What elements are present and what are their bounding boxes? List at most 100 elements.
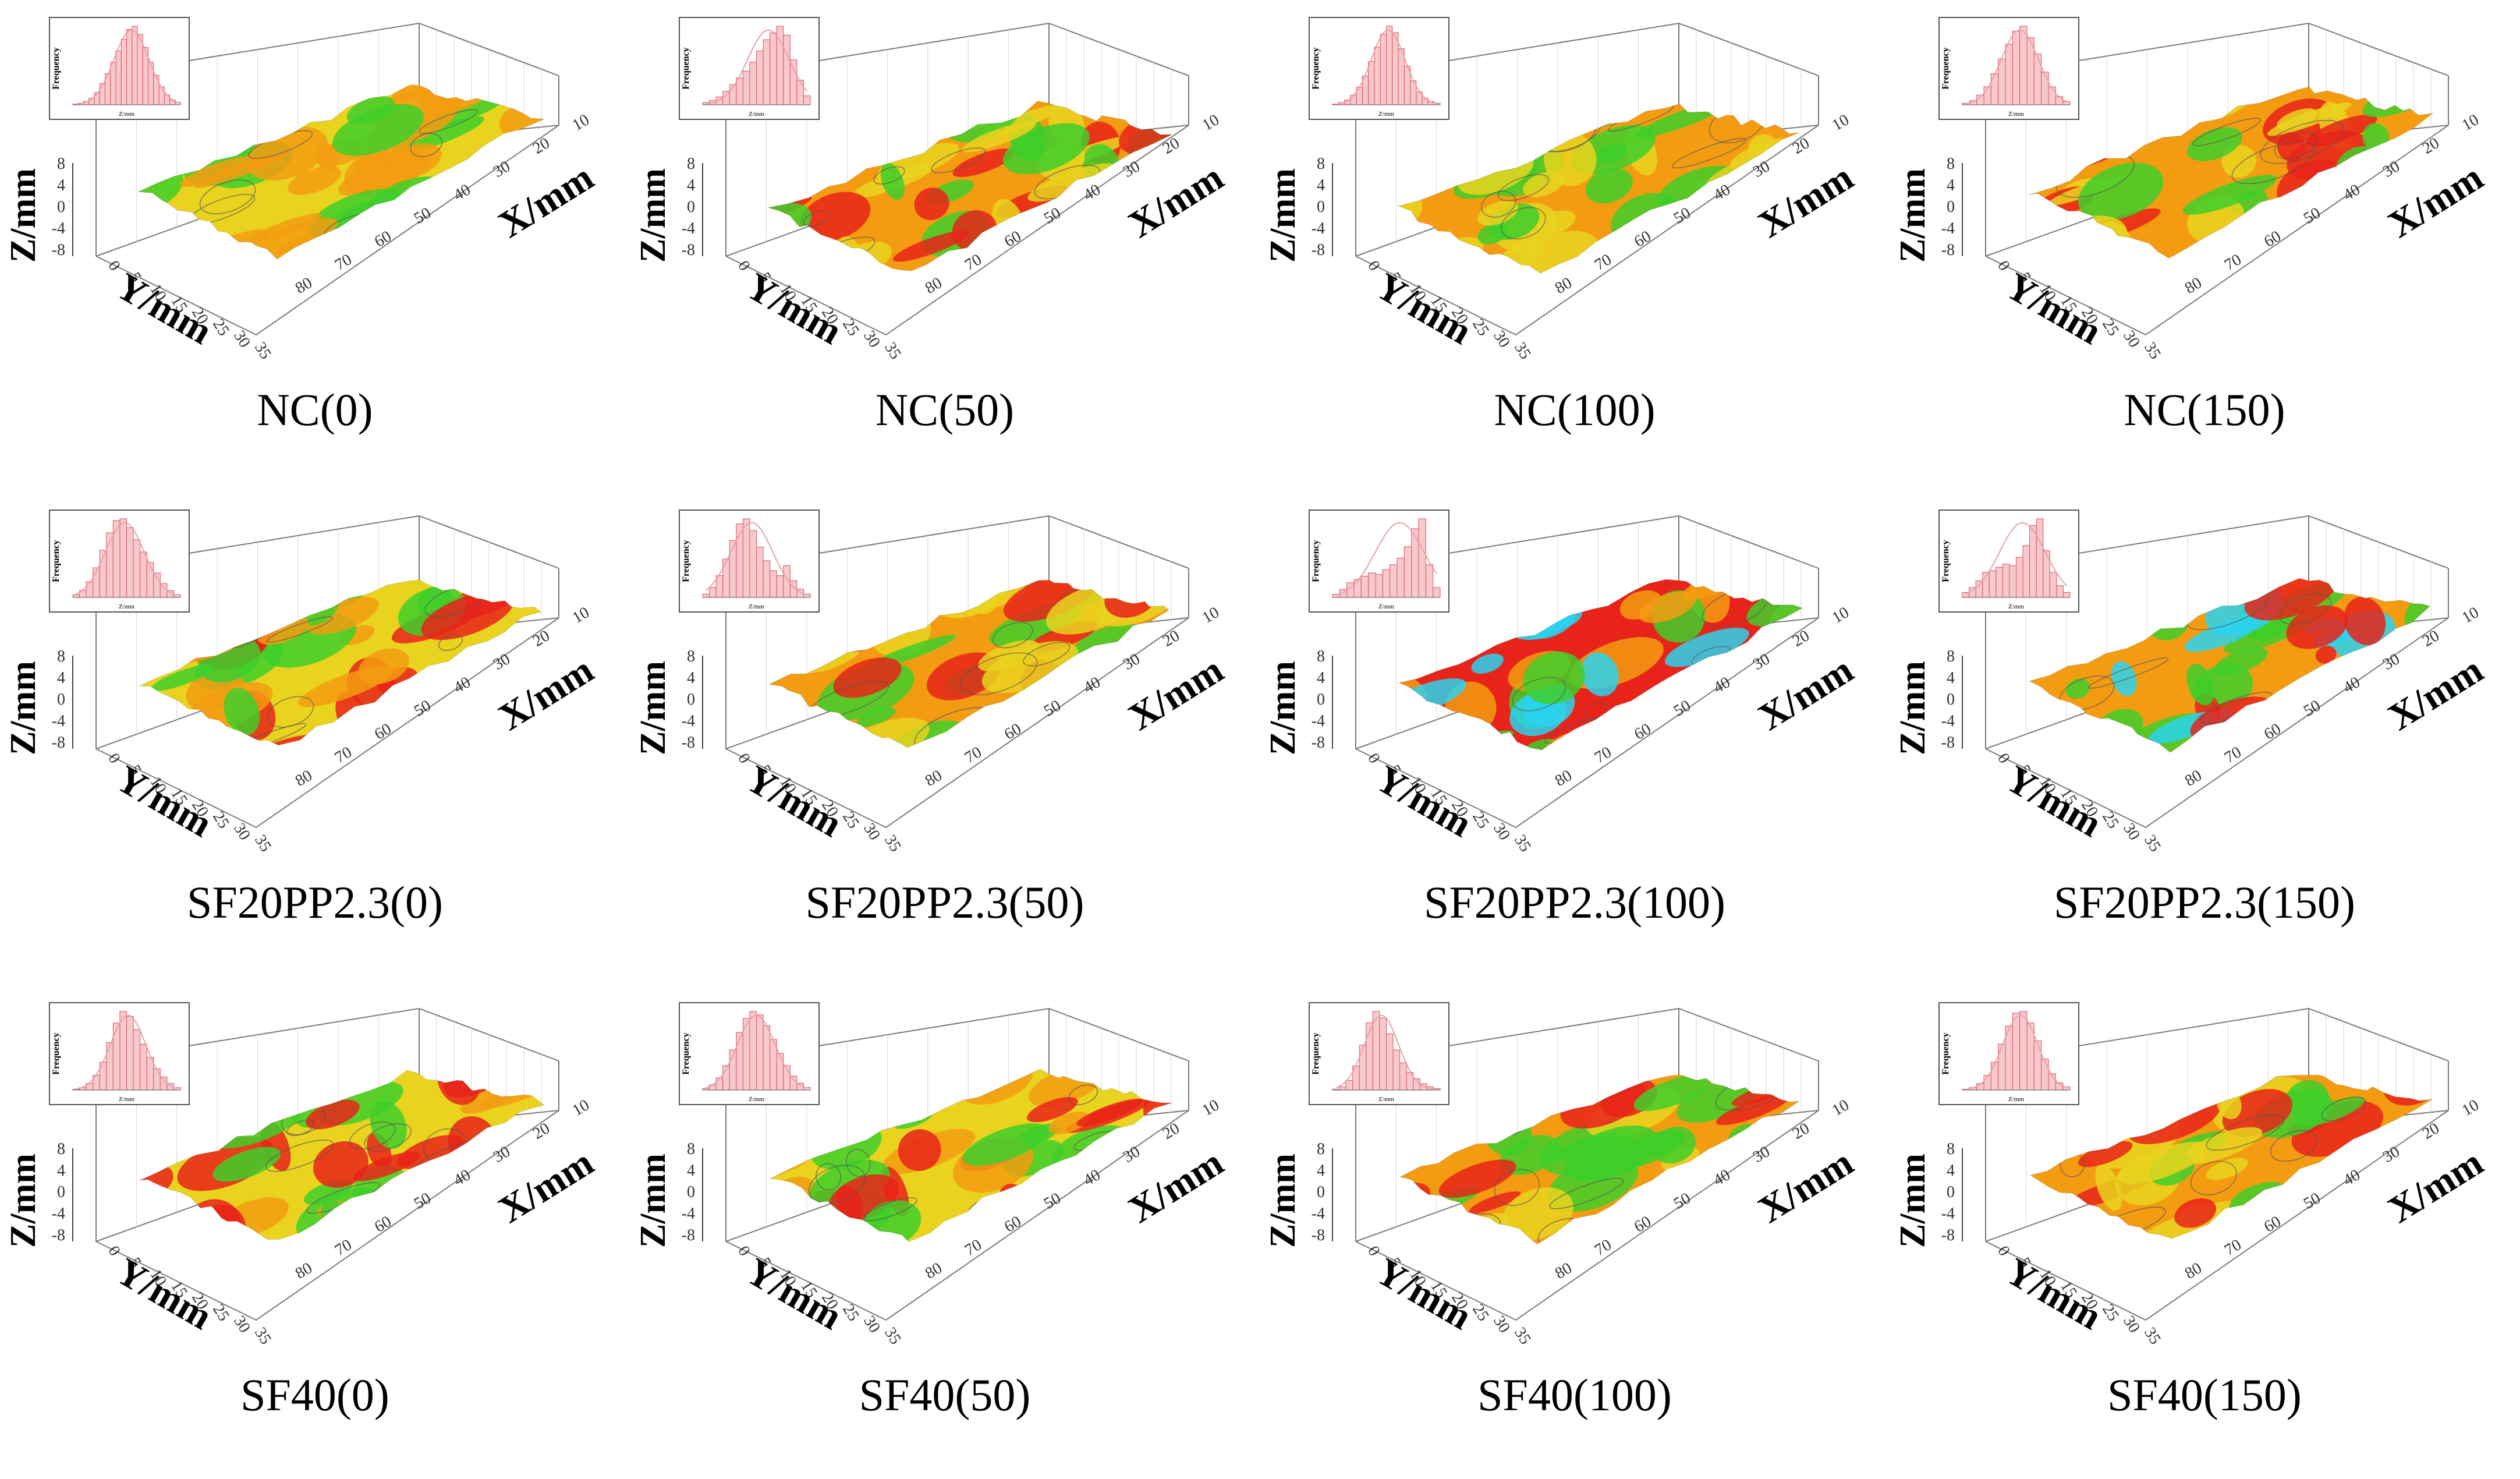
panel-caption: NC(50) xyxy=(876,384,1014,435)
contour-line xyxy=(1121,246,1172,271)
surface-blotch xyxy=(139,702,180,745)
z-tick-label: 4 xyxy=(1947,669,1955,687)
surface-blotch xyxy=(773,1141,803,1160)
histogram-inset: Frequency Z/mm xyxy=(1938,17,2079,120)
surface-blotch xyxy=(1596,143,1628,164)
x-tick-label: 80 xyxy=(1552,1259,1575,1283)
y-tick-label: 30 xyxy=(1490,1312,1514,1336)
surface-blotch xyxy=(2337,1214,2393,1239)
surface-blotch xyxy=(1048,243,1098,267)
contour-line xyxy=(816,1163,841,1191)
surface-blotch xyxy=(2095,1163,2122,1211)
surface-blotch xyxy=(2277,1208,2361,1239)
histogram-bar xyxy=(2019,1011,2028,1091)
surface-blotch xyxy=(1027,163,1117,202)
surface-blotch xyxy=(2078,578,2147,600)
z-axis-title: Z/mm xyxy=(1893,168,1933,263)
y-tick-label: 30 xyxy=(860,1312,884,1336)
y-axis-title: Y/mm xyxy=(109,1250,219,1338)
histogram-ylabel: Frequency xyxy=(51,1032,61,1075)
z-tick-label: 8 xyxy=(1947,647,1955,666)
surface-blotch xyxy=(297,579,331,610)
panel-caption: SF40(50) xyxy=(859,1370,1031,1420)
histogram-bar xyxy=(2056,585,2064,598)
y-axis-title: Y/mm xyxy=(1369,265,1479,353)
surface-blotch xyxy=(1465,579,1519,595)
z-axis-title: Z/mm xyxy=(633,661,673,755)
surface-blotch xyxy=(799,192,871,242)
x-tick-label: 40 xyxy=(451,1166,474,1190)
histogram-bar xyxy=(756,1014,764,1091)
histogram-bar xyxy=(742,518,750,598)
histogram-ylabel: Frequency xyxy=(681,540,691,582)
histogram-bar xyxy=(2033,54,2042,105)
z-tick-label: 8 xyxy=(687,647,695,666)
surface-blotch xyxy=(2346,204,2375,228)
histogram-inset: Frequency Z/mm xyxy=(49,17,190,120)
histogram-bar xyxy=(140,551,147,598)
histogram-bar xyxy=(709,587,717,598)
x-tick-label: 40 xyxy=(2340,181,2363,204)
y-tick-label: 30 xyxy=(860,820,884,843)
histogram-bar xyxy=(2009,565,2016,598)
surface-blotch xyxy=(180,155,255,187)
x-tick-label: 20 xyxy=(2419,1119,2443,1143)
surface-blotch xyxy=(1660,1170,1743,1219)
surface-blotch xyxy=(898,1129,941,1171)
surface-panel: 840-4-8Z/mm05101520253035Y/mm10203040506… xyxy=(1263,1002,1860,1420)
surface-blotch xyxy=(426,1203,501,1236)
z-axis-title: Z/mm xyxy=(633,168,673,263)
z-axis: 8 4 0 -4 -8 Z/mm xyxy=(3,1140,73,1248)
x-tick-label: 20 xyxy=(2419,627,2443,650)
surface-blotch xyxy=(1048,1111,1089,1135)
contour-line xyxy=(803,210,831,227)
x-tick-label: 80 xyxy=(2182,274,2205,298)
x-tick-label: 10 xyxy=(569,111,593,135)
x-tick-label: 50 xyxy=(411,696,434,720)
histogram-inset: Frequency Z/mm xyxy=(1938,509,2079,613)
z-tick-label: -8 xyxy=(1941,734,1955,752)
y-tick-label: 35 xyxy=(251,339,275,362)
contour-line xyxy=(2321,1096,2366,1121)
histogram-bar xyxy=(1379,1017,1387,1091)
contour-line xyxy=(960,652,1038,696)
histogram-xlabel: Z/mm xyxy=(2008,603,2024,610)
panel-caption: SF40(150) xyxy=(2107,1370,2302,1420)
z-tick-label: 4 xyxy=(1317,669,1325,687)
surface-blotch xyxy=(199,84,275,114)
z-tick-label: -8 xyxy=(52,734,65,752)
histogram-bar xyxy=(160,583,168,598)
surface-outline xyxy=(769,1068,1172,1243)
histogram-bar xyxy=(763,39,771,105)
histogram-bar xyxy=(1386,26,1393,105)
panel-caption: SF40(0) xyxy=(240,1370,389,1420)
surface-blotch xyxy=(787,1115,824,1139)
x-tick-label: 70 xyxy=(962,1236,985,1259)
histogram-bar xyxy=(1390,564,1398,598)
contour-line xyxy=(2090,599,2131,623)
z-tick-label: 0 xyxy=(1317,691,1325,709)
x-tick-label: 80 xyxy=(292,766,316,790)
surface-blotch xyxy=(1480,1074,1561,1112)
x-tick-label: 10 xyxy=(569,1096,593,1120)
z-axis-title: Z/mm xyxy=(1263,1154,1303,1248)
x-tick-label: 70 xyxy=(332,250,355,274)
z-axis: 8 4 0 -4 -8 Z/mm xyxy=(1893,647,1963,755)
x-tick-label: 40 xyxy=(1080,673,1104,697)
contour-line xyxy=(183,104,271,143)
histogram-bar xyxy=(2016,557,2023,598)
histogram-bar xyxy=(2049,572,2057,598)
histogram-xlabel: Z/mm xyxy=(119,1096,134,1103)
panel-caption: NC(150) xyxy=(2124,384,2285,435)
surface-blotch xyxy=(1438,1159,1516,1198)
histogram-bar xyxy=(2033,1041,2042,1091)
surface-panel: 840-4-8Z/mm05101520253035Y/mm10203040506… xyxy=(3,1002,601,1420)
x-tick-label: 20 xyxy=(1160,1119,1183,1143)
panel-caption: NC(0) xyxy=(257,384,373,435)
histogram-fit-curve xyxy=(706,29,808,105)
x-tick-label: 50 xyxy=(1671,696,1694,720)
x-tick-label: 80 xyxy=(292,1259,316,1283)
